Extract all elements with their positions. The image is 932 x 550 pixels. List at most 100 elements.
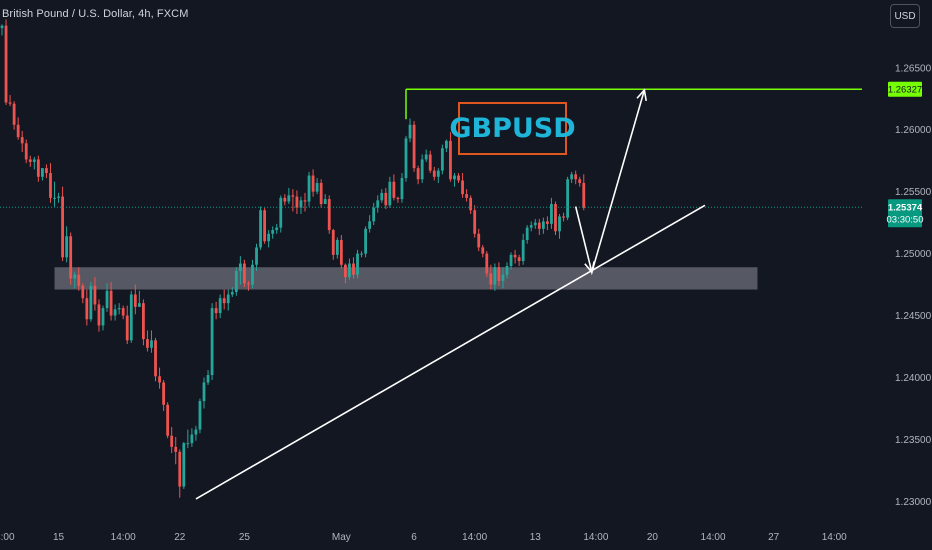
candle — [562, 212, 565, 222]
candle-body — [255, 247, 258, 265]
candle-body — [578, 179, 582, 183]
candle — [32, 156, 36, 170]
candle — [497, 262, 501, 286]
candle-body — [61, 196, 64, 258]
candle-body — [453, 175, 456, 180]
candle — [259, 206, 262, 250]
candle — [230, 287, 234, 297]
candle-body — [8, 102, 12, 104]
candle — [109, 282, 113, 321]
candle-body — [41, 168, 44, 177]
candle-body — [45, 168, 48, 174]
candle-body — [238, 263, 242, 271]
candle — [69, 232, 73, 285]
x-tick-label: May — [332, 532, 351, 543]
candle-body — [558, 216, 561, 232]
candle — [101, 305, 105, 331]
candle-body — [162, 382, 165, 405]
candle — [307, 171, 311, 207]
candle-body — [307, 175, 311, 202]
candle — [323, 194, 327, 205]
candle — [291, 189, 295, 212]
candle — [41, 168, 44, 181]
candle — [218, 294, 222, 319]
target-price-tag — [888, 81, 922, 97]
candle-body — [295, 196, 299, 208]
candle — [125, 305, 129, 345]
candle — [396, 196, 400, 203]
candle-body — [432, 170, 436, 177]
candle — [416, 165, 420, 185]
candle — [154, 337, 157, 382]
y-tick-label: 1.24000 — [895, 373, 932, 384]
candle — [428, 150, 432, 174]
candle — [73, 272, 77, 289]
candle-body — [113, 309, 117, 316]
candle-body — [497, 267, 501, 281]
candle — [392, 174, 396, 201]
candle — [295, 190, 299, 214]
candle — [546, 216, 549, 231]
candle — [77, 267, 81, 291]
x-tick-label: 13 — [530, 532, 542, 543]
candle-body — [509, 254, 513, 266]
candle-body — [243, 263, 246, 284]
candle — [97, 299, 101, 332]
candle-body — [186, 443, 190, 445]
candle — [0, 24, 4, 36]
candle-body — [57, 196, 60, 198]
candle — [121, 305, 125, 320]
candle — [408, 118, 412, 143]
arrow-head — [636, 88, 648, 102]
candle-body — [28, 159, 32, 162]
candle — [16, 117, 20, 140]
y-tick-label: 1.25500 — [895, 187, 932, 198]
candle-body — [400, 178, 404, 200]
candle — [162, 379, 165, 411]
candle — [113, 304, 117, 321]
candle-body — [129, 294, 133, 341]
candle — [117, 303, 121, 315]
candle-body — [315, 182, 319, 192]
candle — [53, 181, 56, 207]
candle-body — [364, 228, 367, 254]
candle — [380, 189, 384, 203]
candle-body — [36, 159, 40, 177]
candle-body — [12, 103, 16, 125]
candle — [335, 237, 339, 259]
candle-body — [170, 435, 174, 447]
candle-body — [493, 267, 497, 285]
candle — [420, 154, 424, 183]
candle — [89, 282, 93, 322]
y-tick-label: 1.26000 — [895, 125, 932, 136]
candle-body — [554, 204, 557, 232]
candle-body — [117, 308, 121, 310]
candle-body — [525, 227, 529, 240]
candle-body — [449, 140, 452, 180]
candle — [558, 213, 561, 239]
candle-body — [49, 173, 52, 198]
candle-body — [436, 170, 440, 177]
candle-body — [501, 274, 505, 281]
candle — [327, 195, 331, 234]
candle — [105, 283, 109, 312]
candle — [194, 425, 198, 441]
projection-path — [574, 89, 646, 276]
currency-button[interactable]: USD — [890, 4, 920, 28]
candle — [348, 258, 351, 280]
candle — [49, 163, 52, 203]
candle-body — [348, 263, 351, 278]
candle — [400, 173, 404, 203]
candle — [61, 186, 64, 262]
candle-body — [424, 154, 428, 160]
candle — [566, 176, 569, 221]
candle — [574, 170, 578, 185]
candle — [485, 251, 489, 278]
candle — [255, 243, 258, 271]
candle-body — [65, 236, 69, 258]
candle-body — [194, 429, 198, 435]
candle — [129, 290, 133, 343]
candle-body — [339, 239, 343, 265]
